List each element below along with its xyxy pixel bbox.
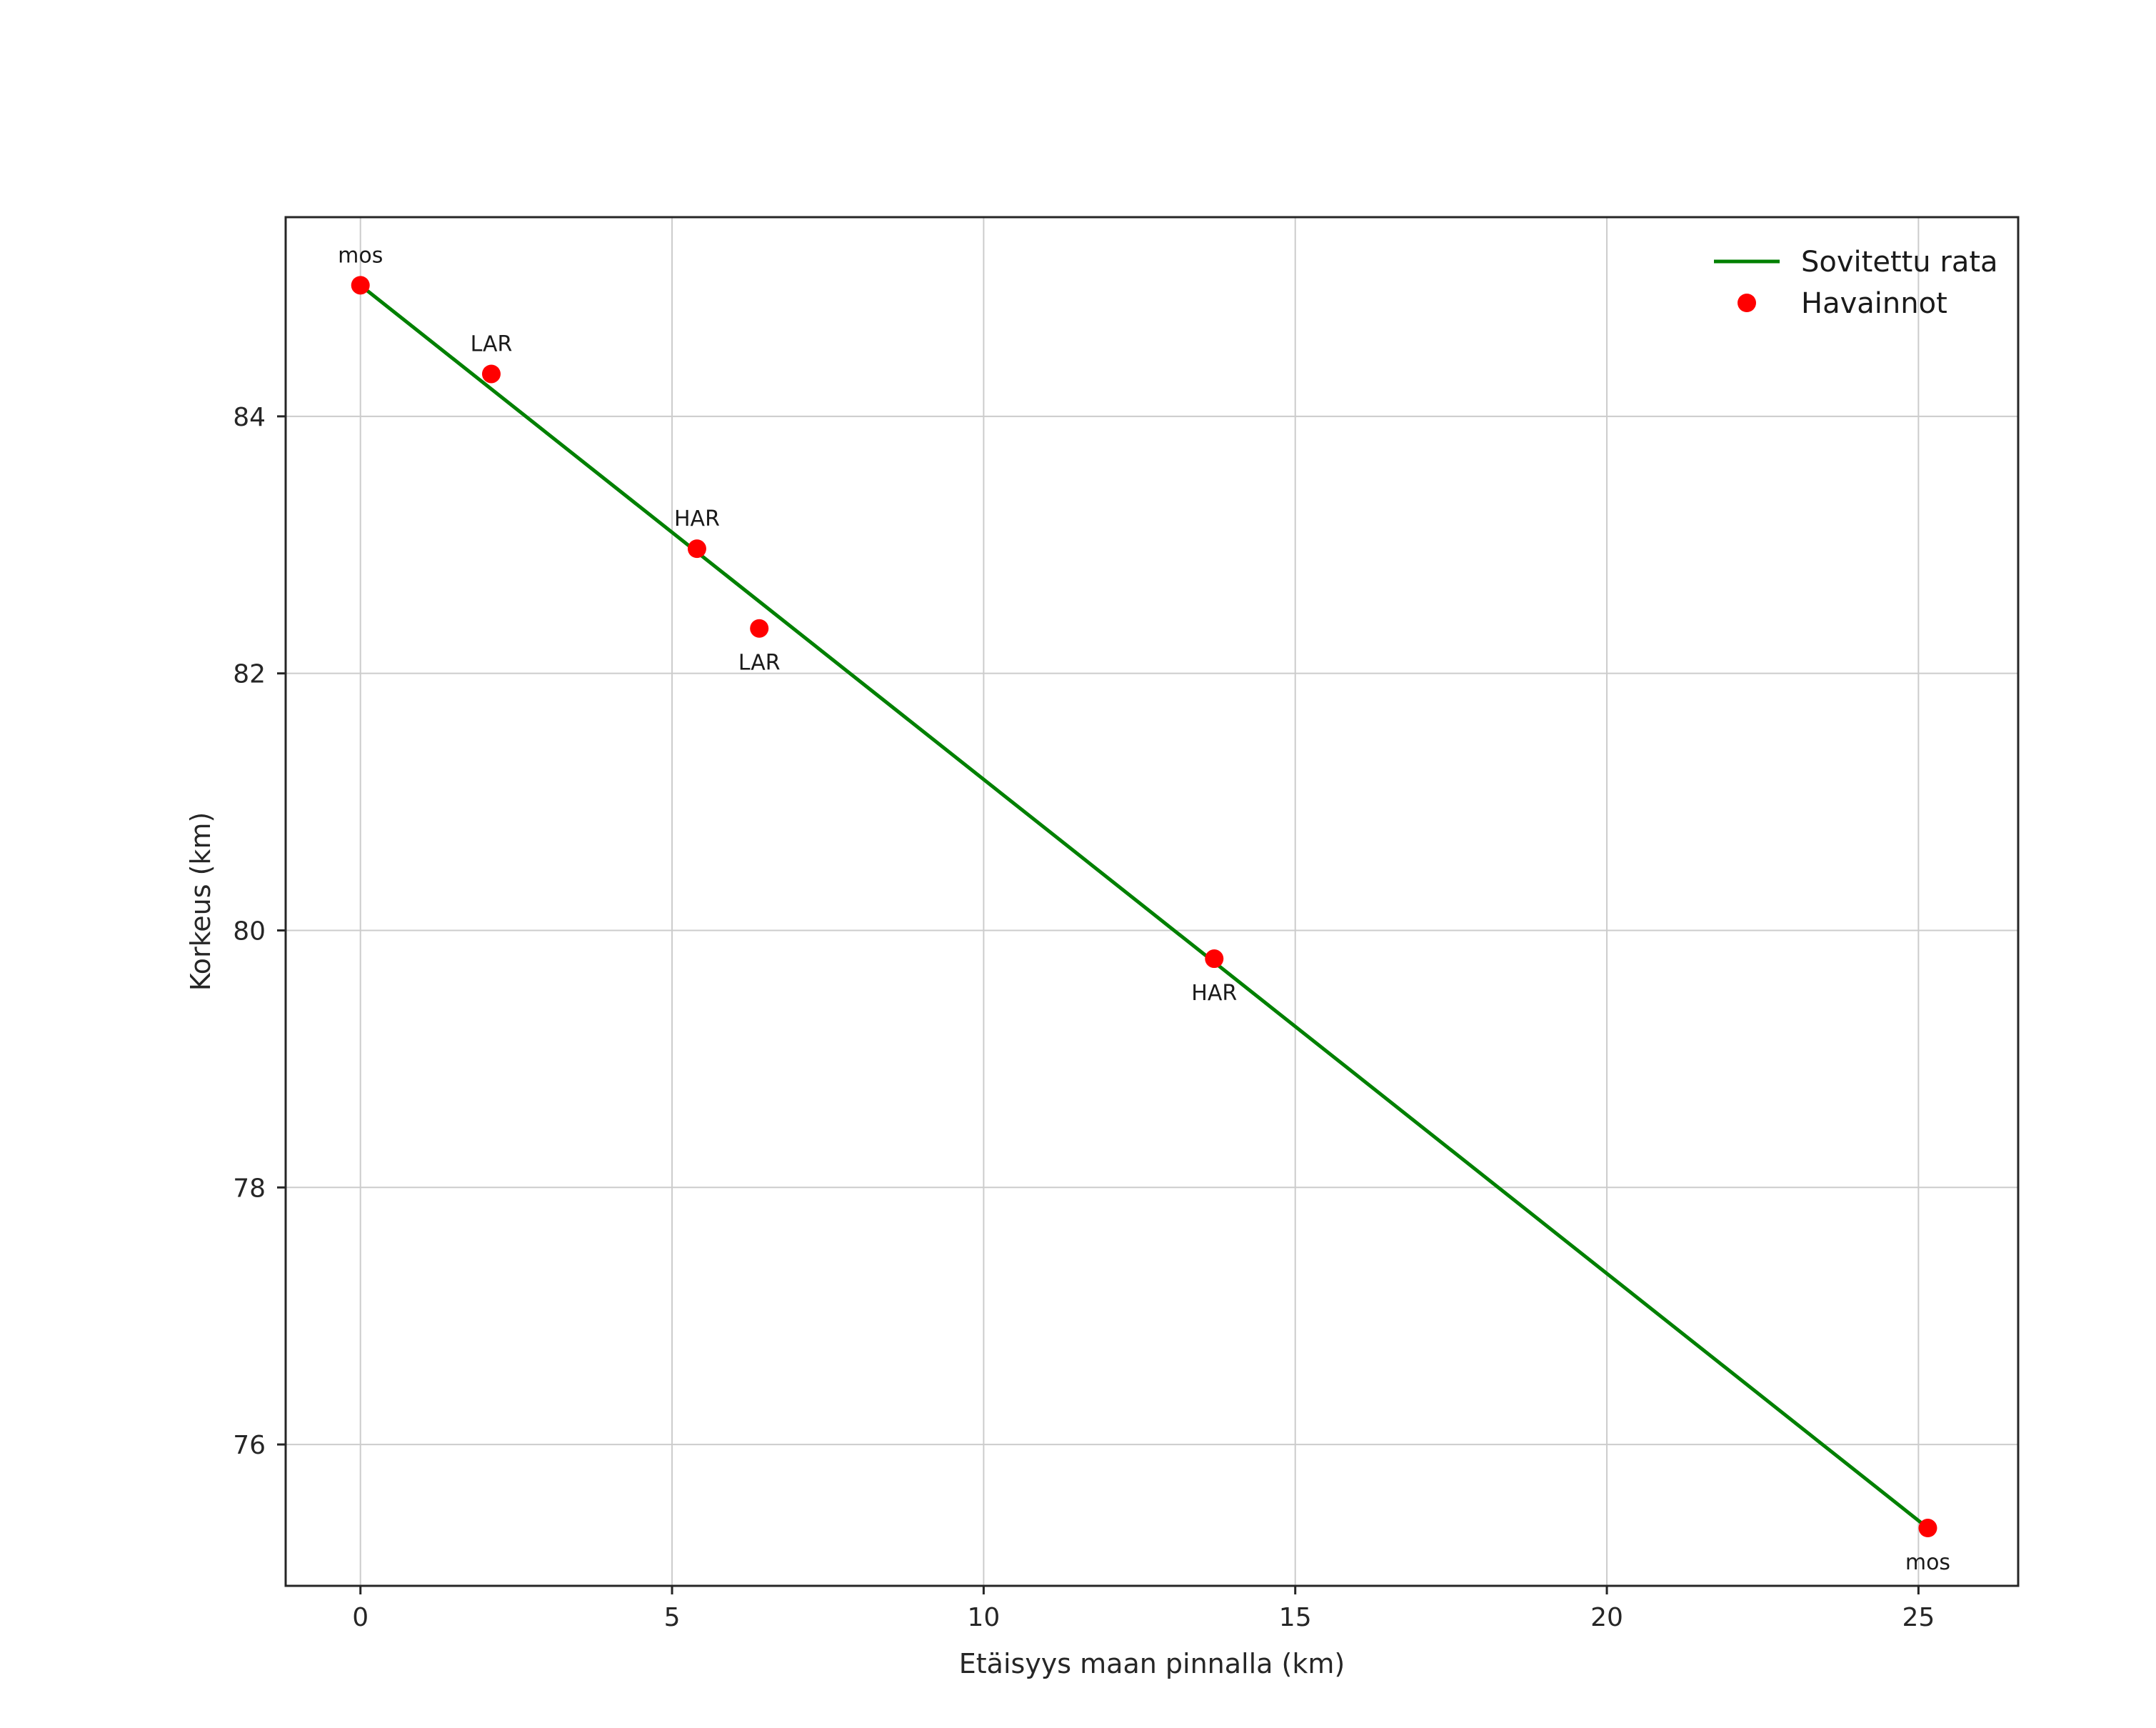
y-tick-label: 80 — [233, 917, 266, 946]
y-tick-label: 76 — [233, 1431, 266, 1460]
x-axis-label: Etäisyys maan pinnalla (km) — [959, 1648, 1345, 1679]
legend-label: Havainnot — [1801, 287, 1947, 320]
y-axis-label: Korkeus (km) — [185, 812, 216, 992]
plot-frame — [284, 216, 2020, 1587]
data-point — [351, 276, 370, 295]
data-point-label: LAR — [738, 651, 781, 676]
observations: mos LAR HAR LAR HAR mos — [338, 243, 1950, 1575]
x-tick-label: 15 — [1279, 1603, 1312, 1632]
legend-label: Sovitettu rata — [1801, 246, 1998, 279]
legend: Sovitettu rata Havainnot — [1714, 246, 1998, 320]
y-tick-label: 82 — [233, 660, 266, 689]
data-point — [481, 364, 501, 384]
legend-marker-sample — [1738, 294, 1756, 312]
x-tick-label: 20 — [1590, 1603, 1623, 1632]
x-tick-label: 25 — [1902, 1603, 1935, 1632]
axis-ticks: 0 5 10 15 20 25 76 78 80 82 84 — [233, 403, 1935, 1632]
data-point-label: HAR — [1191, 981, 1237, 1006]
y-tick-label: 84 — [233, 403, 266, 432]
data-point — [687, 539, 706, 559]
x-tick-label: 5 — [664, 1603, 681, 1632]
data-point-label: LAR — [471, 331, 513, 356]
x-tick-label: 10 — [967, 1603, 1000, 1632]
fitted-line — [359, 283, 1930, 1530]
y-tick-label: 78 — [233, 1174, 266, 1203]
data-point-label: HAR — [674, 506, 720, 531]
data-point — [1205, 949, 1224, 969]
data-point-label: mos — [1905, 1550, 1950, 1575]
gridlines — [286, 217, 2018, 1586]
x-tick-label: 0 — [352, 1603, 368, 1632]
data-point — [1918, 1519, 1937, 1538]
data-point — [750, 619, 769, 638]
data-point-label: mos — [338, 243, 383, 268]
